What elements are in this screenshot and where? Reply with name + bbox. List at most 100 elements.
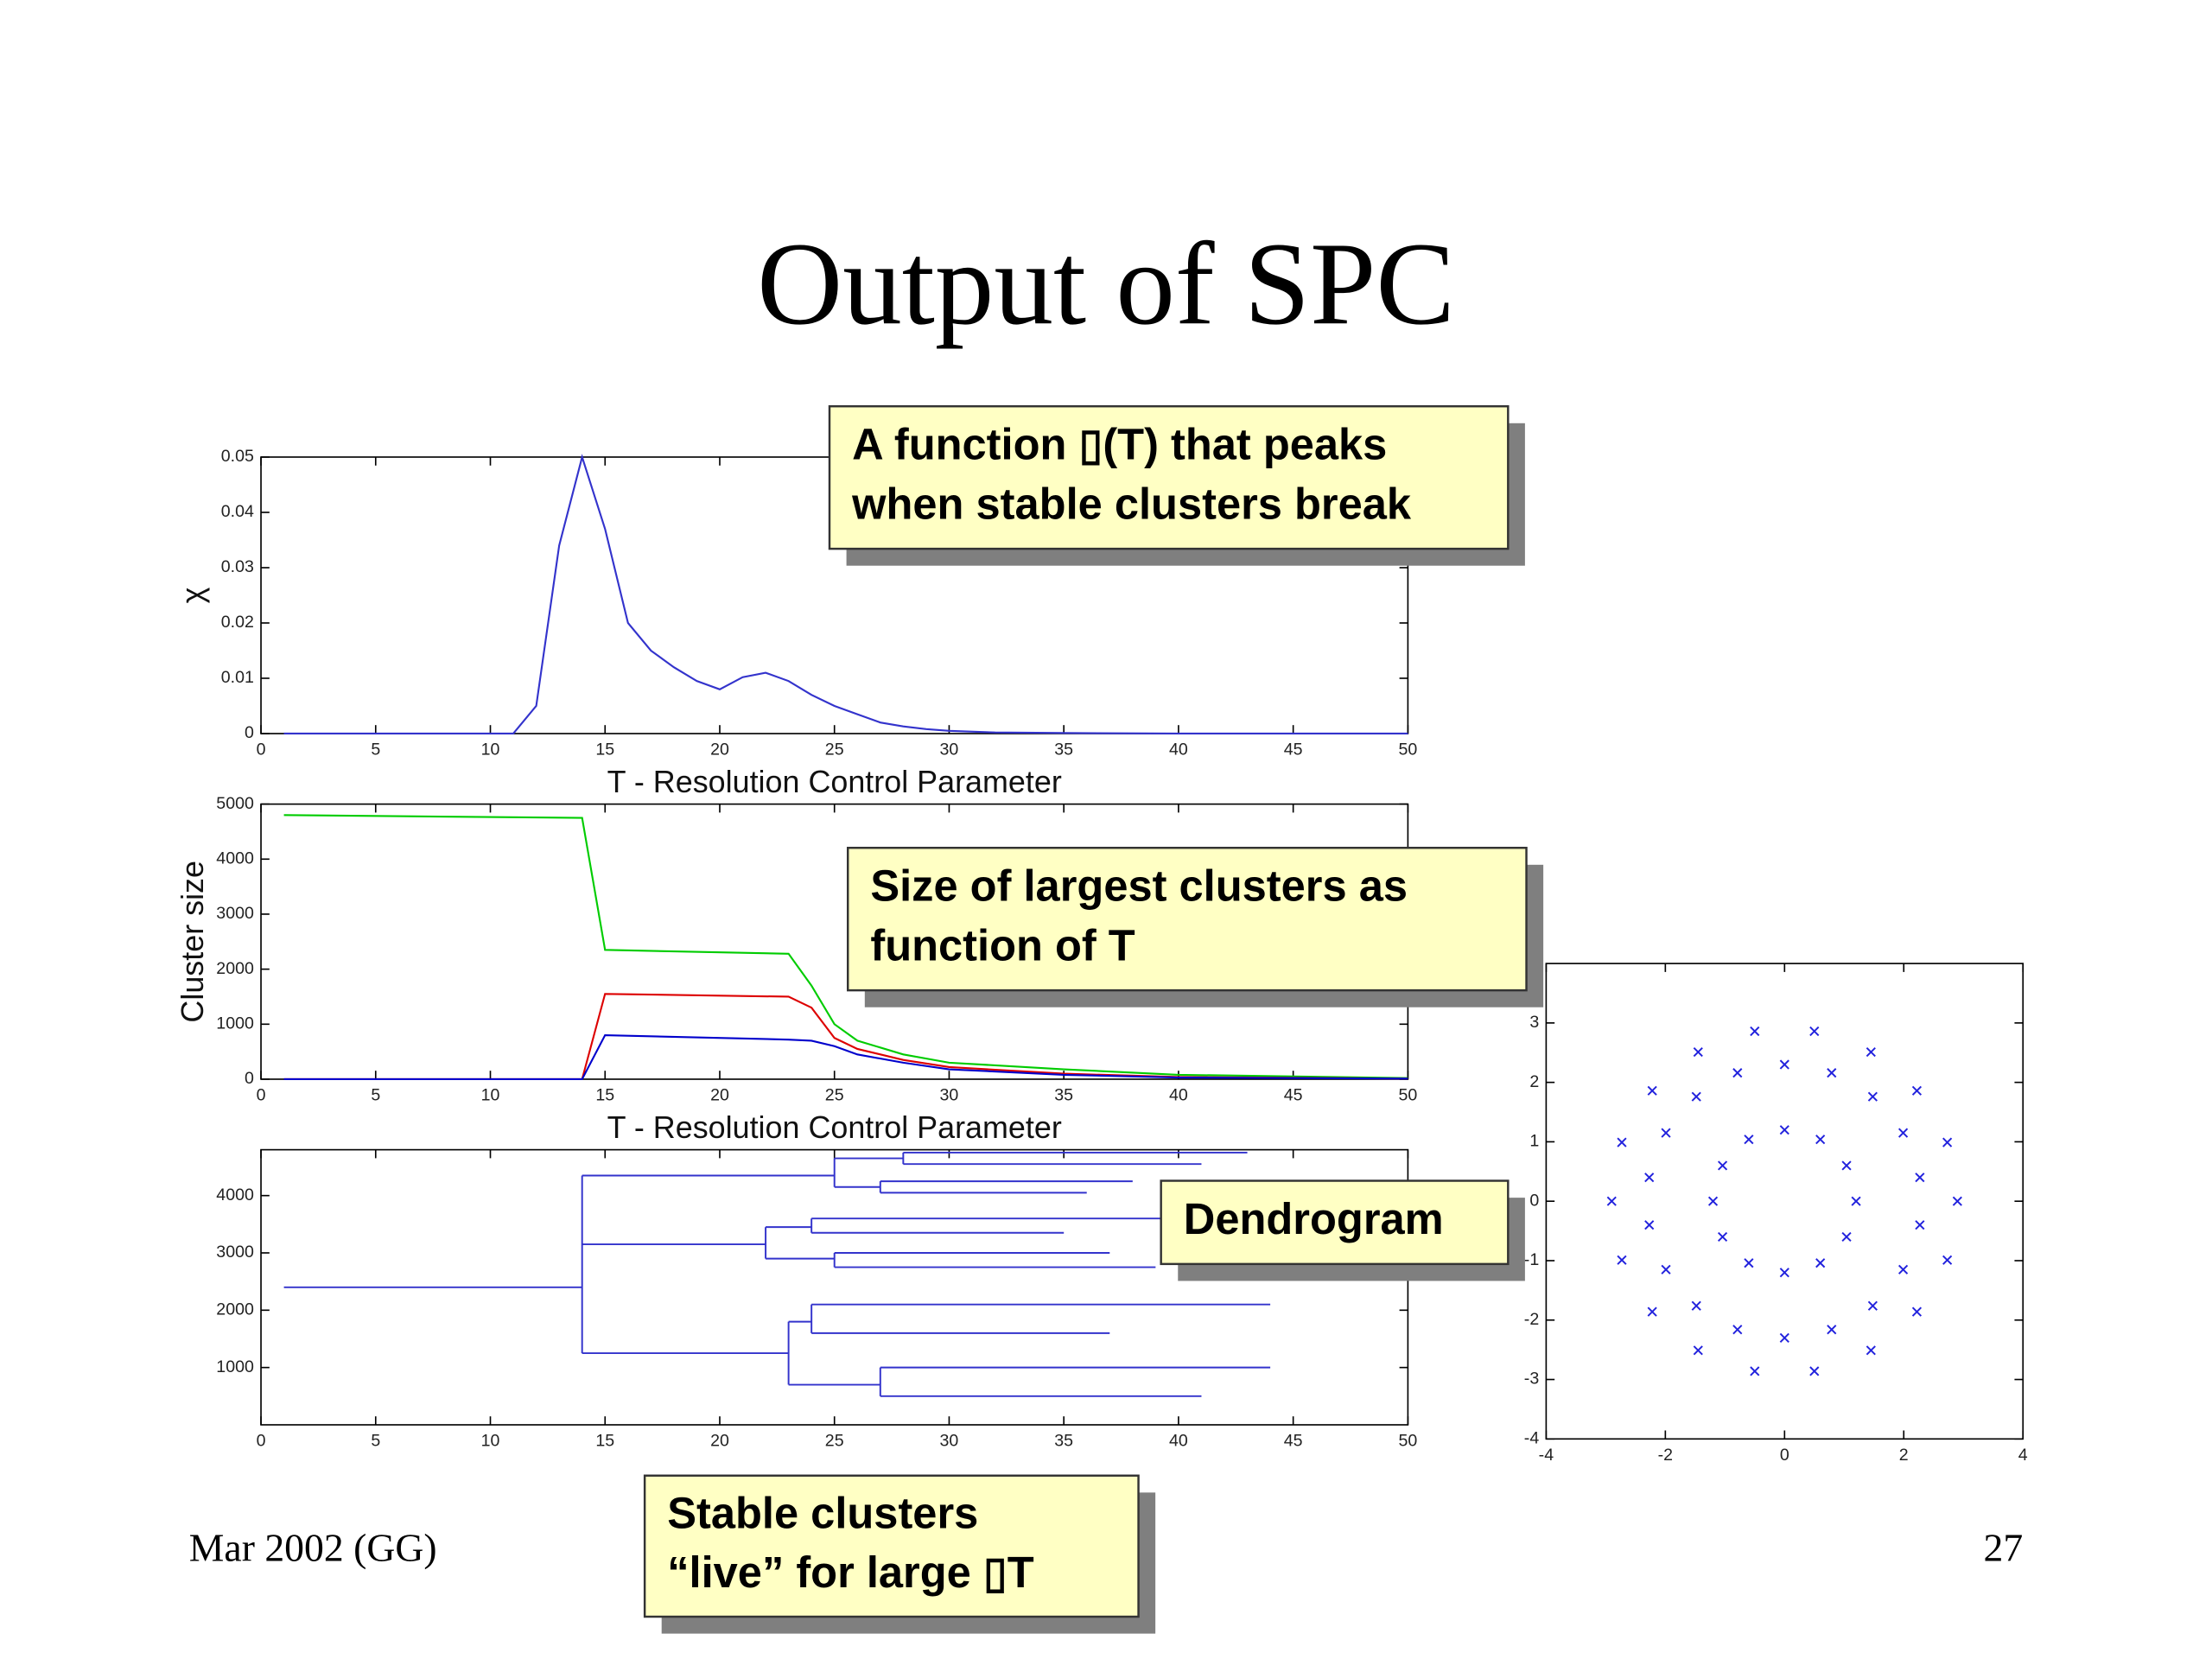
scatter-point (1644, 1173, 1655, 1183)
y-tick-label: 0.02 (221, 613, 254, 632)
scatter-point (1779, 1059, 1789, 1070)
data-line (283, 454, 1408, 735)
scatter-point (1867, 1300, 1878, 1311)
y-tick-label: 2 (1529, 1072, 1539, 1091)
x-axis-label: T - Resolution Control Parameter (607, 1109, 1062, 1145)
y-tick-label: 2000 (216, 1300, 254, 1319)
scatter-point (1815, 1135, 1826, 1145)
y-tick-label: 3000 (216, 1243, 254, 1262)
scatter-point (1732, 1325, 1743, 1335)
x-tick-label: 50 (1398, 1086, 1417, 1105)
callout-box (1160, 1179, 1510, 1266)
x-tick-label: 30 (940, 741, 959, 760)
scatter-point (1661, 1128, 1671, 1138)
x-tick-label: 0 (257, 1432, 266, 1451)
x-tick-label: 5 (371, 741, 380, 760)
y-tick-label: 3 (1529, 1013, 1539, 1032)
scatter-point (1691, 1300, 1701, 1311)
x-tick-label: 45 (1284, 1432, 1303, 1451)
plot-frame (1545, 963, 2024, 1440)
scatter-point (1841, 1231, 1852, 1243)
x-tick-label: 25 (825, 1086, 844, 1105)
x-tick-label: 50 (1398, 741, 1417, 760)
scatter-point (1691, 1091, 1701, 1102)
scatter-point (1942, 1137, 1953, 1147)
y-tick-label: 0 (245, 723, 254, 742)
x-tick-label: 25 (825, 741, 844, 760)
scatter-point (1897, 1128, 1909, 1138)
scatter-point (1841, 1160, 1852, 1171)
y-tick-label: 0.01 (221, 668, 254, 687)
x-tick-label: -4 (1539, 1446, 1554, 1465)
callout-box (828, 404, 1510, 550)
callout-text: function of T (870, 920, 1135, 969)
y-tick-label: 4000 (216, 1185, 254, 1205)
x-tick-label: 15 (595, 1432, 614, 1451)
x-tick-label: 2 (1899, 1446, 1909, 1465)
scatter-point (1779, 1125, 1789, 1135)
scatter-point (1644, 1220, 1655, 1230)
x-tick-label: 5 (371, 1086, 380, 1105)
callout-text: Size of largest clusters as (870, 861, 1408, 911)
scatter-point (1617, 1255, 1627, 1265)
callouts: A function ▯(T) that peaks when stable cl… (643, 404, 1544, 1634)
scatter-point (1952, 1196, 1962, 1206)
x-tick-label: 40 (1169, 1432, 1188, 1451)
scatter-point (1732, 1068, 1743, 1078)
x-tick-label: 0 (257, 741, 266, 760)
scatter-point (1617, 1137, 1627, 1147)
scatter-point (1744, 1135, 1754, 1145)
x-tick-label: 10 (481, 1086, 500, 1105)
scatter-point (1647, 1085, 1657, 1096)
x-tick-label: 0 (1780, 1446, 1789, 1465)
x-tick-label: 15 (595, 741, 614, 760)
scatter-point (1827, 1068, 1837, 1078)
y-tick-label: -2 (1524, 1310, 1539, 1329)
x-tick-label: 30 (940, 1432, 959, 1451)
x-tick-label: 40 (1169, 1086, 1188, 1105)
scatter-point (1779, 1332, 1789, 1343)
callout-box (847, 847, 1528, 992)
x-tick-label: 40 (1169, 741, 1188, 760)
y-tick-label: -3 (1524, 1370, 1540, 1389)
scatter-point (1866, 1345, 1876, 1356)
y-tick-label: 3000 (216, 904, 254, 923)
y-tick-label: 1000 (216, 1357, 254, 1376)
scatter-point (1661, 1264, 1671, 1274)
x-tick-label: -2 (1658, 1446, 1673, 1465)
data-line (283, 993, 1408, 1081)
x-tick-label: 4 (2018, 1446, 2028, 1465)
x-tick-label: 20 (710, 1086, 729, 1105)
footer-right: 27 (1984, 1525, 2024, 1569)
scatter-point (1606, 1196, 1617, 1206)
x-tick-label: 35 (1054, 741, 1073, 760)
callout-text: when stable clusters break (851, 479, 1412, 528)
x-tick-label: 45 (1284, 741, 1303, 760)
x-tick-label: 25 (825, 1432, 844, 1451)
scatter-point (1779, 1268, 1789, 1278)
data-line (283, 1033, 1408, 1081)
scatter-point (1717, 1160, 1728, 1171)
y-tick-label: 5000 (216, 794, 254, 813)
y-tick-label: 0 (1529, 1191, 1539, 1210)
x-tick-label: 35 (1054, 1432, 1073, 1451)
x-tick-label: 35 (1054, 1086, 1073, 1105)
y-tick-label: 0 (245, 1069, 254, 1088)
x-tick-label: 20 (710, 741, 729, 760)
y-tick-label: -1 (1524, 1250, 1539, 1269)
y-tick-label: 0.05 (221, 447, 254, 466)
slide-title: Output of SPC (757, 218, 1455, 349)
callout-text: A function ▯(T) that peaks (852, 420, 1387, 469)
scatter-point (1744, 1258, 1754, 1268)
data-line (283, 814, 1408, 1079)
x-tick-label: 30 (940, 1086, 959, 1105)
callout-text: Dendrogram (1184, 1194, 1444, 1243)
y-tick-label: 0.04 (221, 502, 254, 521)
scatter-point (1942, 1255, 1953, 1265)
y-tick-label: 1000 (216, 1014, 254, 1033)
x-tick-label: 5 (371, 1432, 380, 1451)
scatter-point (1693, 1046, 1703, 1058)
x-tick-label: 50 (1398, 1432, 1417, 1451)
y-tick-label: 2000 (216, 959, 254, 978)
